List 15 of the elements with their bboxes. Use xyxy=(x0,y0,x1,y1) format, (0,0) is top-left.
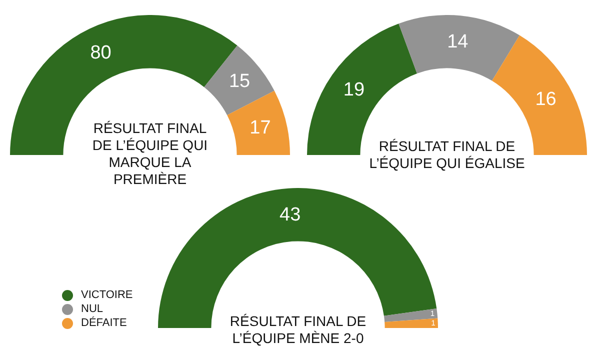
legend-label: DÉFAITE xyxy=(81,316,127,330)
data-label: 17 xyxy=(250,118,271,139)
legend-label: NUL xyxy=(81,302,104,316)
data-label: 1 xyxy=(430,309,435,318)
data-label: 15 xyxy=(228,71,250,92)
text: RÉSULTAT FINAL DE L’ÉQUIPE MÈNE 2-0 xyxy=(228,313,368,347)
data-label: 80 xyxy=(90,42,112,64)
legend-label: VICTOIRE xyxy=(81,288,133,302)
data-label: 16 xyxy=(535,88,556,110)
data-label: 14 xyxy=(447,32,469,53)
data-label: 43 xyxy=(280,204,301,226)
data-label: 1 xyxy=(431,318,436,328)
text: RÉSULTAT FINAL DE L’ÉQUIPE QUI ÉGALISE xyxy=(368,138,526,172)
text: RÉSULTAT FINAL DE L’ÉQUIPE QUI MARQUE LA PREMIÈRE xyxy=(91,120,209,188)
data-label: 19 xyxy=(343,80,365,101)
